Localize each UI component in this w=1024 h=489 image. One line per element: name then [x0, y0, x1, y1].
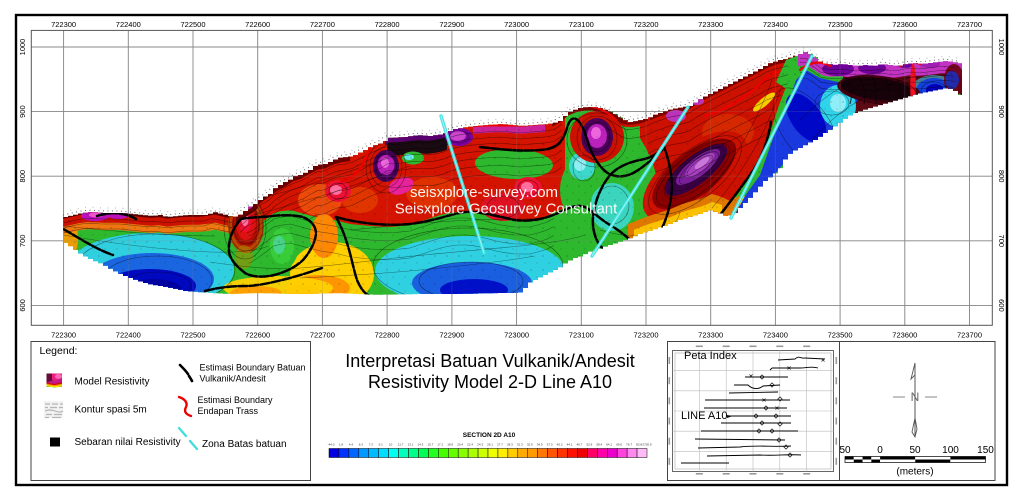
svg-text:50: 50 — [839, 445, 851, 456]
svg-text:Model Resistivity: Model Resistivity — [75, 377, 150, 388]
svg-text:723600: 723600 — [892, 331, 917, 340]
svg-text:52.6: 52.6 — [586, 443, 592, 447]
svg-text:Estimasi Boundary Batuan: Estimasi Boundary Batuan — [200, 363, 306, 373]
svg-text:Estimasi Boundary: Estimasi Boundary — [198, 395, 274, 405]
svg-text:722800: 722800 — [375, 331, 400, 340]
svg-text:722500: 722500 — [180, 331, 205, 340]
svg-text:722300: 722300 — [51, 20, 76, 29]
svg-text:722400: 722400 — [116, 20, 141, 29]
svg-text:(meters): (meters) — [896, 467, 933, 478]
svg-text:N: N — [911, 390, 920, 404]
svg-text:76.7: 76.7 — [626, 443, 632, 447]
svg-text:722700: 722700 — [310, 20, 335, 29]
svg-text:20.4: 20.4 — [457, 443, 463, 447]
svg-text:723500: 723500 — [828, 331, 853, 340]
svg-text:723000: 723000 — [504, 331, 529, 340]
svg-text:800: 800 — [18, 170, 27, 183]
svg-text:723000: 723000 — [504, 20, 529, 29]
svg-text:11.7: 11.7 — [398, 443, 404, 447]
svg-text:37.3: 37.3 — [547, 443, 553, 447]
svg-text:69.0: 69.0 — [616, 443, 622, 447]
svg-text:900: 900 — [997, 105, 1006, 118]
svg-text:722400: 722400 — [116, 331, 141, 340]
svg-text:722600: 722600 — [245, 331, 270, 340]
svg-text:27.7: 27.7 — [497, 443, 503, 447]
svg-text:723300: 723300 — [698, 331, 723, 340]
svg-text:2720.9: 2720.9 — [642, 443, 652, 447]
svg-text:44.1: 44.1 — [567, 443, 573, 447]
svg-text:32.9: 32.9 — [527, 443, 533, 447]
svg-text:40.2: 40.2 — [557, 443, 563, 447]
svg-text:Kontur spasi 5m: Kontur spasi 5m — [75, 405, 147, 416]
svg-text:Interpretasi Batuan Vulkanik/A: Interpretasi Batuan Vulkanik/Andesit — [345, 351, 635, 371]
svg-text:723100: 723100 — [569, 331, 594, 340]
svg-text:722600: 722600 — [245, 20, 270, 29]
svg-text:722900: 722900 — [439, 20, 464, 29]
svg-text:1000: 1000 — [18, 39, 27, 56]
svg-text:Peta Index: Peta Index — [684, 350, 737, 362]
svg-text:Resistivity Model 2-D Line A10: Resistivity Model 2-D Line A10 — [368, 372, 612, 392]
svg-text:723400: 723400 — [763, 20, 788, 29]
svg-text:600: 600 — [18, 299, 27, 312]
svg-text:Legend:: Legend: — [40, 345, 78, 357]
svg-text:6.3: 6.3 — [359, 443, 364, 447]
svg-text:722700: 722700 — [310, 331, 335, 340]
svg-text:900: 900 — [18, 105, 27, 118]
svg-text:28.3: 28.3 — [507, 443, 513, 447]
svg-text:722800: 722800 — [375, 20, 400, 29]
svg-text:100: 100 — [942, 445, 959, 456]
svg-text:1.8: 1.8 — [339, 443, 344, 447]
svg-text:46.7: 46.7 — [576, 443, 582, 447]
svg-text:723200: 723200 — [633, 331, 658, 340]
svg-text:LINE A10: LINE A10 — [681, 410, 727, 422]
svg-text:82.8: 82.8 — [636, 443, 642, 447]
svg-text:Zona Batas batuan: Zona Batas batuan — [202, 439, 287, 450]
svg-text:723400: 723400 — [763, 331, 788, 340]
svg-text:Seisxplore Geosurvey Consultan: Seisxplore Geosurvey Consultant — [395, 201, 618, 218]
svg-text:723600: 723600 — [892, 20, 917, 29]
svg-text:seisxplore-survey.com: seisxplore-survey.com — [410, 184, 558, 201]
svg-text:723700: 723700 — [957, 20, 982, 29]
svg-text:34.9: 34.9 — [537, 443, 543, 447]
svg-text:723700: 723700 — [957, 331, 982, 340]
svg-text:64.1: 64.1 — [606, 443, 612, 447]
svg-text:723200: 723200 — [633, 20, 658, 29]
svg-text:58.4: 58.4 — [596, 443, 602, 447]
svg-text:1000: 1000 — [997, 39, 1006, 56]
svg-text:7.3: 7.3 — [369, 443, 374, 447]
svg-text:17.1: 17.1 — [437, 443, 443, 447]
svg-text:722900: 722900 — [439, 331, 464, 340]
svg-text:14.3: 14.3 — [417, 443, 423, 447]
svg-text:24.3: 24.3 — [477, 443, 483, 447]
svg-text:723300: 723300 — [698, 20, 723, 29]
svg-text:10: 10 — [389, 443, 393, 447]
svg-text:13.1: 13.1 — [408, 443, 414, 447]
svg-text:50: 50 — [909, 445, 921, 456]
svg-text:Vulkanik/Andesit: Vulkanik/Andesit — [200, 374, 267, 384]
svg-text:700: 700 — [18, 235, 27, 248]
svg-text:9.1: 9.1 — [379, 443, 384, 447]
svg-text:Endapan Trass: Endapan Trass — [198, 406, 259, 416]
svg-text:723500: 723500 — [828, 20, 853, 29]
svg-text:150: 150 — [977, 445, 994, 456]
svg-text:600: 600 — [997, 299, 1006, 312]
svg-text:800: 800 — [997, 170, 1006, 183]
svg-text:Sebaran nilai Resistivity: Sebaran nilai Resistivity — [75, 437, 181, 448]
svg-text:22.4: 22.4 — [467, 443, 473, 447]
svg-text:700: 700 — [997, 235, 1006, 248]
svg-text:0: 0 — [877, 445, 883, 456]
svg-text:SECTION 2D A10: SECTION 2D A10 — [463, 432, 516, 439]
svg-text:26.1: 26.1 — [487, 443, 493, 447]
svg-text:15.7: 15.7 — [427, 443, 433, 447]
svg-text:723100: 723100 — [569, 20, 594, 29]
svg-text:18.9: 18.9 — [447, 443, 453, 447]
svg-text:31.3: 31.3 — [517, 443, 523, 447]
svg-text:-44.0: -44.0 — [328, 443, 335, 447]
svg-text:722300: 722300 — [51, 331, 76, 340]
svg-text:4.4: 4.4 — [349, 443, 354, 447]
svg-text:722500: 722500 — [180, 20, 205, 29]
